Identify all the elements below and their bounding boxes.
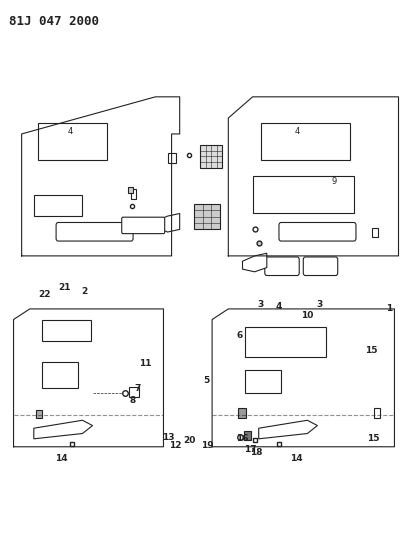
FancyBboxPatch shape (303, 257, 338, 276)
Text: 11: 11 (139, 359, 151, 367)
Text: 4: 4 (295, 127, 300, 136)
Text: 10: 10 (301, 311, 313, 320)
Bar (261, 123, 350, 160)
Text: 16: 16 (236, 434, 248, 443)
Text: 21: 21 (58, 283, 71, 292)
Text: 18: 18 (251, 448, 263, 457)
Bar (374, 408, 380, 418)
Text: 81J 047 2000: 81J 047 2000 (9, 14, 100, 28)
Bar (168, 152, 175, 163)
Text: 12: 12 (169, 441, 181, 450)
Bar (128, 187, 133, 193)
Bar (36, 410, 42, 418)
Polygon shape (259, 420, 317, 439)
Text: 19: 19 (201, 441, 213, 450)
Bar (253, 176, 354, 214)
Bar (244, 431, 251, 440)
Bar (244, 370, 281, 393)
Text: 4: 4 (68, 127, 73, 136)
Text: 14: 14 (290, 454, 303, 463)
Text: 4: 4 (276, 302, 282, 311)
Text: 1: 1 (386, 304, 393, 313)
Text: 3: 3 (316, 300, 323, 309)
Polygon shape (242, 253, 267, 272)
Text: 3: 3 (257, 300, 264, 309)
Text: 15: 15 (367, 434, 379, 443)
Text: 15: 15 (365, 346, 377, 355)
Text: 22: 22 (38, 289, 51, 298)
Text: 17: 17 (244, 445, 257, 454)
Bar (129, 387, 139, 397)
Bar (38, 123, 107, 160)
FancyBboxPatch shape (279, 222, 356, 241)
Text: 7: 7 (134, 384, 140, 393)
Bar (200, 144, 222, 168)
Bar (238, 408, 246, 418)
Bar (34, 195, 82, 216)
Bar (42, 319, 91, 341)
Bar (42, 362, 78, 389)
Polygon shape (155, 214, 180, 232)
Bar (131, 189, 136, 199)
Polygon shape (34, 420, 93, 439)
Text: 6: 6 (237, 331, 243, 340)
FancyBboxPatch shape (265, 257, 299, 276)
Text: 20: 20 (183, 436, 195, 445)
Bar (244, 327, 326, 357)
Text: 8: 8 (130, 395, 136, 405)
Text: 13: 13 (162, 433, 175, 442)
Text: 2: 2 (81, 287, 88, 296)
Text: 14: 14 (55, 454, 67, 463)
Text: 9: 9 (331, 177, 336, 186)
Text: 5: 5 (203, 376, 209, 385)
Bar (372, 228, 378, 237)
FancyBboxPatch shape (122, 217, 165, 233)
Bar (194, 204, 220, 229)
FancyBboxPatch shape (56, 222, 133, 241)
